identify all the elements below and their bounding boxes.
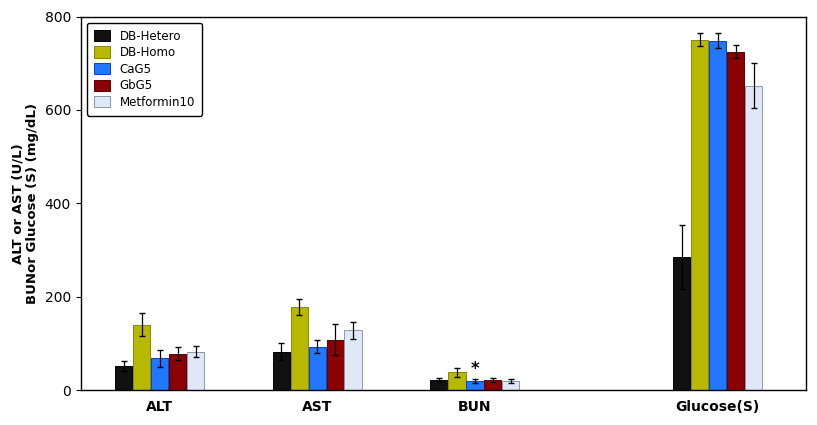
Bar — [673, 257, 690, 390]
Bar — [709, 41, 726, 390]
Bar — [691, 40, 708, 390]
Bar — [484, 380, 502, 390]
Bar — [431, 380, 448, 390]
Legend: DB-Hetero, DB-Homo, CaG5, GbG5, Metformin10: DB-Hetero, DB-Homo, CaG5, GbG5, Metformi… — [87, 23, 202, 116]
Bar — [309, 347, 326, 390]
Bar — [727, 51, 744, 390]
Bar — [187, 352, 204, 390]
Bar — [745, 86, 762, 390]
Bar — [273, 352, 290, 390]
Y-axis label: ALT or AST (U/L)
BUNor Glucose (S) (mg/dL): ALT or AST (U/L) BUNor Glucose (S) (mg/d… — [11, 103, 39, 304]
Bar — [467, 381, 484, 390]
Bar — [291, 307, 308, 390]
Text: *: * — [471, 360, 479, 378]
Bar — [151, 358, 168, 390]
Bar — [115, 366, 132, 390]
Bar — [502, 381, 520, 390]
Bar — [327, 340, 344, 390]
Bar — [169, 354, 186, 390]
Bar — [345, 330, 362, 390]
Bar — [133, 325, 150, 390]
Bar — [449, 372, 466, 390]
